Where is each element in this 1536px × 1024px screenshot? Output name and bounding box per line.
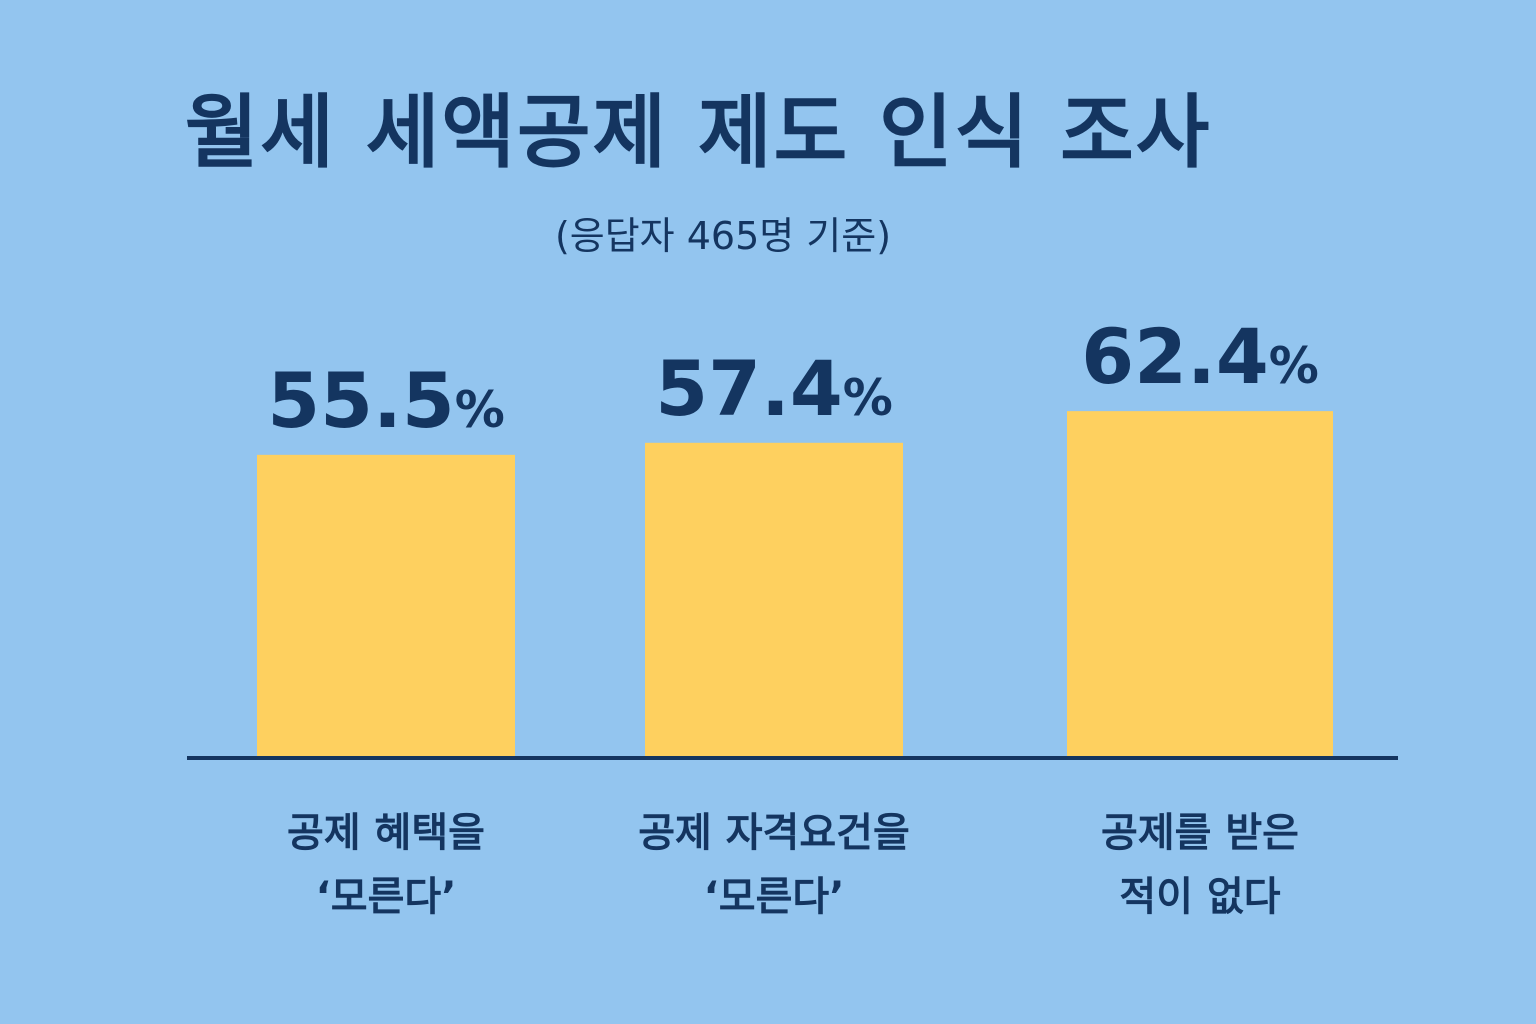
chart-title: 월세 세액공제 제도 인식 조사	[184, 86, 1212, 179]
category-label-3-line-2: 적이 없다	[1119, 874, 1280, 920]
value-label-3: 62.4%	[1081, 312, 1319, 401]
value-label-1: 55.5%	[267, 356, 505, 445]
chart-subtitle: (응답자 465명 기준)	[554, 214, 892, 258]
category-label-2-line-2: ‘모른다’	[704, 874, 845, 920]
category-label-3-line-1: 공제를 받은	[1101, 810, 1299, 856]
category-label-1-line-2: ‘모른다’	[316, 874, 457, 920]
category-label-2-line-1: 공제 자격요건을	[638, 810, 910, 856]
value-label-2: 57.4%	[655, 344, 893, 433]
bar-3	[1067, 411, 1333, 758]
bar-1	[257, 454, 515, 758]
bar-2	[645, 442, 903, 758]
category-label-1-line-1: 공제 혜택을	[287, 810, 485, 856]
